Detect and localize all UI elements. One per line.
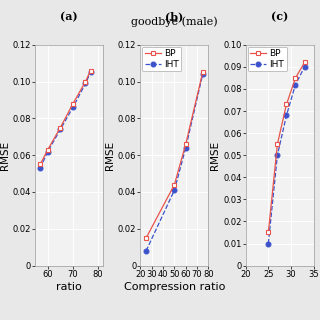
Y-axis label: RMSE: RMSE [105,140,115,170]
IHT [293,83,297,86]
IHT [276,153,279,157]
IHT [38,166,42,170]
IHT [59,127,62,131]
IHT [144,249,148,253]
Line: BP: BP [38,68,93,167]
IHT [201,72,204,76]
Y-axis label: RMSE: RMSE [210,140,220,170]
BP [71,102,75,106]
BP [144,236,148,240]
BP [172,183,176,187]
IHT [84,82,87,85]
Line: IHT: IHT [38,70,93,171]
Legend: BP, IHT: BP, IHT [142,47,181,71]
X-axis label: ratio: ratio [56,282,82,292]
IHT [184,146,188,150]
Y-axis label: RMSE: RMSE [0,140,10,170]
Line: BP: BP [144,70,205,240]
BP [303,60,307,64]
BP [267,230,270,234]
BP [59,126,62,130]
IHT [267,242,270,245]
IHT [46,149,50,153]
Line: IHT: IHT [144,72,205,253]
BP [38,163,42,166]
BP [84,80,87,84]
IHT [89,70,92,74]
Text: (a): (a) [60,12,78,23]
IHT [284,114,288,117]
BP [184,142,188,146]
BP [284,102,288,106]
BP [201,70,204,74]
BP [293,76,297,80]
Legend: BP, IHT: BP, IHT [247,47,287,71]
Line: IHT: IHT [266,64,307,246]
BP [89,68,92,72]
BP [46,148,50,152]
IHT [172,188,176,192]
Text: (b): (b) [165,12,184,23]
BP [276,142,279,146]
Text: (c): (c) [271,12,288,23]
X-axis label: Compression ratio: Compression ratio [124,282,225,292]
Line: BP: BP [266,60,307,235]
IHT [303,65,307,69]
Title: goodbye (male): goodbye (male) [131,17,218,27]
IHT [71,106,75,109]
